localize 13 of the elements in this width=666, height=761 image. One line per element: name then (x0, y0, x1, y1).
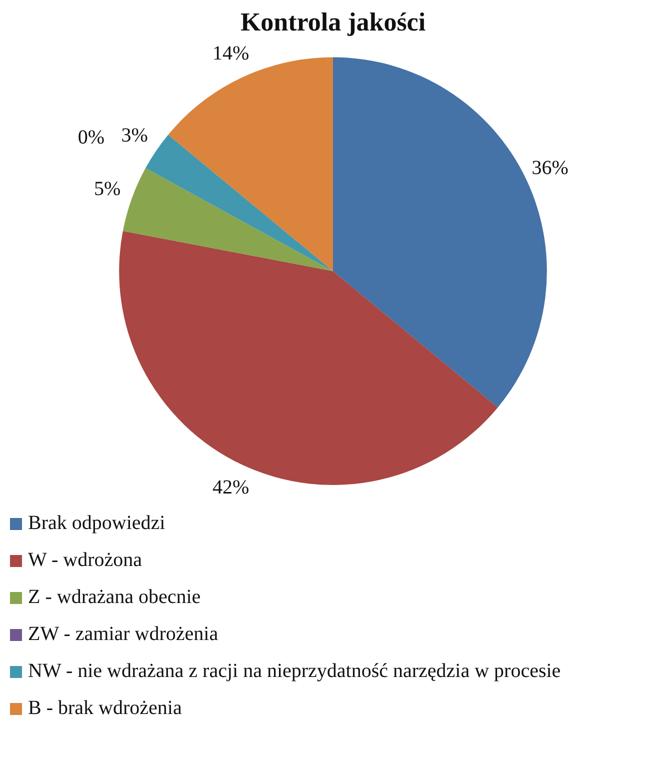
data-label: 14% (212, 42, 250, 64)
data-label: 36% (532, 157, 568, 180)
chart-title: Kontrola jakości (240, 7, 426, 36)
data-label: 42% (212, 476, 250, 498)
legend-label: Brak odpowiedzi (28, 512, 166, 535)
data-label: 3% (121, 124, 148, 147)
text: 0% (78, 126, 105, 148)
legend-label: W - wdrożona (28, 549, 142, 572)
legend-label: Z - wdrażana obecnie (28, 586, 201, 609)
data-label: 5% (94, 178, 121, 200)
legend-label: B - brak wdrożenia (28, 697, 182, 720)
legend-label: ZW - zamiar wdrożenia (28, 623, 218, 646)
legend-label: NW - nie wdrażana z racji na nieprzydatność narzędzia w procesie (28, 660, 561, 683)
